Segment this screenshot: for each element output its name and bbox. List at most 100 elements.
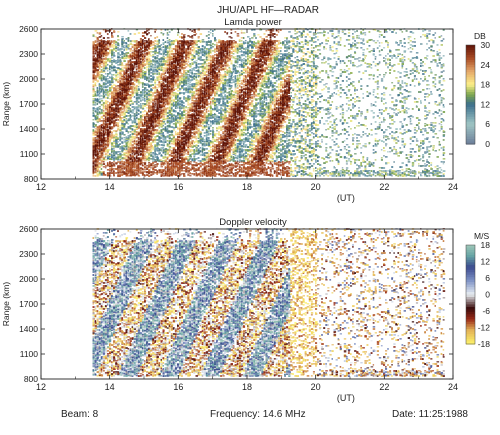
heatmap-cell	[148, 43, 151, 45]
heatmap-cell	[127, 146, 130, 148]
heatmap-cell	[125, 136, 127, 138]
heatmap-cell	[179, 150, 182, 152]
heatmap-cell	[141, 83, 145, 85]
heatmap-cell	[156, 109, 159, 111]
heatmap-cell	[164, 154, 167, 156]
heatmap-cell	[150, 124, 153, 126]
heatmap-cell	[102, 83, 105, 85]
heatmap-cell	[199, 116, 202, 118]
heatmap-cell	[146, 131, 148, 133]
heatmap-cell	[92, 160, 95, 162]
heatmap-cell	[166, 101, 169, 103]
heatmap-cell	[127, 93, 129, 95]
heatmap-cell	[109, 81, 112, 83]
heatmap-cell	[137, 84, 141, 86]
heatmap-cell	[104, 90, 108, 92]
heatmap-cell	[199, 78, 202, 80]
heatmap-cell	[150, 108, 153, 110]
heatmap-cell	[92, 45, 95, 47]
heatmap-cell	[106, 53, 110, 55]
heatmap-cell	[170, 96, 173, 98]
heatmap-cell	[189, 84, 192, 86]
heatmap-cell	[172, 60, 176, 62]
heatmap-cell	[187, 44, 189, 46]
heatmap-cell	[152, 54, 155, 56]
heatmap-cell	[179, 129, 181, 131]
heatmap-cell	[117, 122, 120, 124]
heatmap-cell	[162, 139, 165, 141]
heatmap-cell	[172, 81, 176, 83]
heatmap-cell	[96, 143, 99, 145]
heatmap-cell	[185, 44, 188, 46]
heatmap-cell	[170, 165, 174, 167]
heatmap-cell	[139, 137, 142, 139]
heatmap-cell	[160, 83, 163, 85]
heatmap-cell	[162, 175, 165, 177]
heatmap-cell	[150, 128, 153, 130]
heatmap-cell	[135, 97, 139, 99]
heatmap-cell	[102, 118, 105, 120]
heatmap-cell	[172, 88, 175, 90]
heatmap-cell	[115, 163, 118, 165]
heatmap-cell	[179, 68, 181, 70]
heatmap-cell	[187, 119, 190, 121]
heatmap-cell	[168, 80, 172, 82]
heatmap-cell	[201, 46, 204, 48]
heatmap-cell	[98, 120, 101, 122]
heatmap-cell	[92, 165, 95, 167]
heatmap-cell	[168, 110, 171, 112]
heatmap-cell	[158, 116, 161, 118]
heatmap-cell	[174, 158, 177, 160]
heatmap-cell	[168, 159, 171, 161]
heatmap-cell	[146, 49, 148, 51]
heatmap-cell	[152, 42, 155, 44]
heatmap-cell	[137, 61, 141, 63]
heatmap-cell	[133, 57, 137, 59]
heatmap-cell	[94, 70, 98, 72]
heatmap-cell	[119, 161, 122, 163]
heatmap-cell	[100, 168, 103, 170]
heatmap-cell	[187, 99, 190, 101]
heatmap-cell	[150, 40, 153, 42]
heatmap-cell	[181, 52, 183, 54]
heatmap-cell	[146, 100, 149, 102]
heatmap-cell	[121, 145, 124, 147]
heatmap-cell	[199, 41, 202, 43]
heatmap-cell	[139, 111, 142, 113]
heatmap-cell	[154, 114, 156, 116]
heatmap-cell	[185, 70, 188, 72]
heatmap-cell	[144, 87, 147, 89]
heatmap-cell	[111, 116, 113, 118]
heatmap-cell	[189, 116, 192, 118]
heatmap-cell	[102, 89, 105, 91]
heatmap-cell	[125, 103, 128, 105]
heatmap-cell	[137, 137, 140, 139]
heatmap-cell	[125, 100, 129, 102]
heatmap-cell	[201, 116, 204, 118]
heatmap-cell	[203, 122, 207, 124]
heatmap-cell	[197, 108, 201, 110]
heatmap-cell	[119, 134, 122, 136]
heatmap-cell	[160, 100, 163, 102]
heatmap-cell	[96, 44, 99, 46]
heatmap-cell	[150, 148, 152, 150]
heatmap-cell	[144, 142, 146, 144]
heatmap-cell	[195, 97, 199, 99]
heatmap-cell	[170, 79, 174, 81]
heatmap-cell	[199, 40, 202, 42]
heatmap-cell	[141, 162, 145, 164]
heatmap-cell	[191, 160, 194, 162]
heatmap-cell	[189, 103, 192, 105]
heatmap-cell	[189, 52, 192, 54]
heatmap-cell	[133, 45, 137, 47]
heatmap-cell	[146, 155, 148, 157]
heatmap-cell	[191, 132, 194, 134]
heatmap-cell	[183, 82, 185, 84]
heatmap-cell	[115, 89, 117, 91]
heatmap-cell	[146, 60, 149, 62]
heatmap-cell	[162, 142, 165, 144]
heatmap-cell	[179, 98, 182, 100]
heatmap-cell	[152, 116, 155, 118]
heatmap-cell	[123, 166, 126, 168]
heatmap-cell	[92, 98, 96, 100]
